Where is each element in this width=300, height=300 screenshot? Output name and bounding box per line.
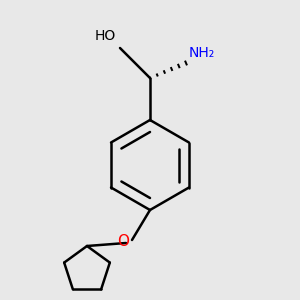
Text: O: O <box>117 234 129 249</box>
Text: HO: HO <box>94 29 116 44</box>
Text: NH₂: NH₂ <box>189 46 215 60</box>
